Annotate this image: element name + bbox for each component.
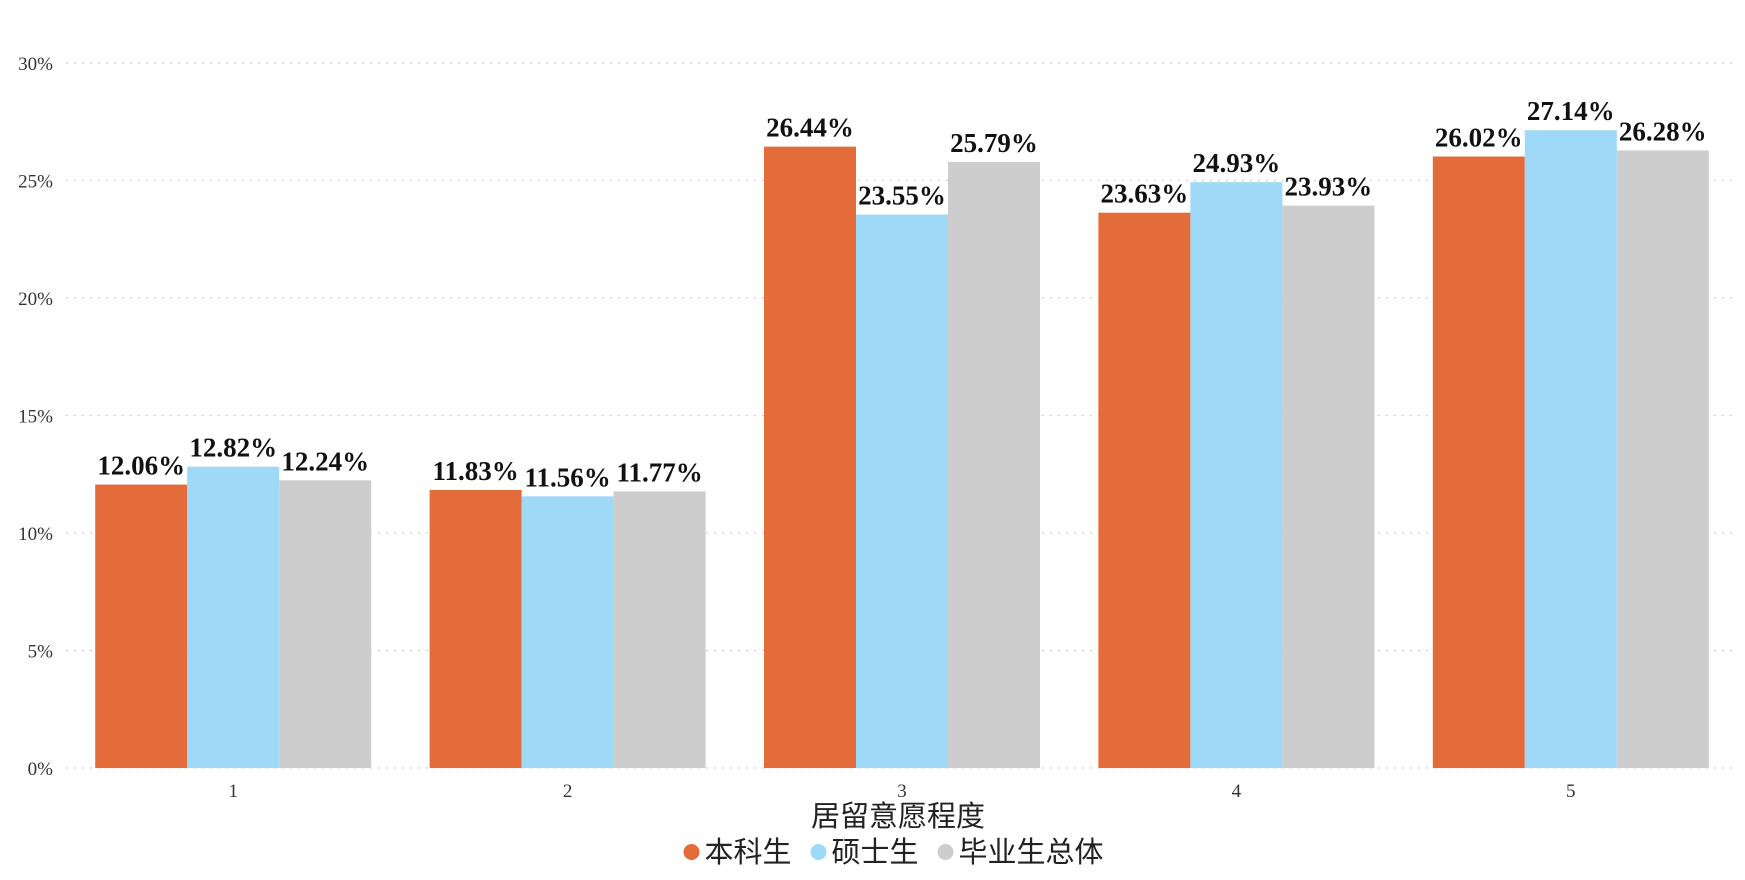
data-label: 23.63% [1101, 179, 1189, 209]
data-label: 12.82% [189, 433, 277, 463]
bar [95, 484, 188, 768]
bar [1616, 150, 1709, 769]
data-label: 11.83% [432, 456, 518, 486]
legend-marker [937, 844, 954, 860]
y-tick-label: 15% [18, 407, 53, 428]
data-label: 23.55% [858, 181, 946, 211]
bars [95, 130, 1709, 769]
bar [1098, 212, 1191, 768]
data-label: 26.44% [766, 113, 854, 143]
data-label: 12.06% [97, 451, 185, 481]
legend-marker [810, 844, 827, 860]
bar [948, 161, 1040, 768]
data-label: 23.93% [1285, 172, 1373, 202]
data-label: 11.77% [616, 457, 702, 487]
x-tick-label: 4 [1232, 781, 1242, 802]
bar [856, 214, 948, 768]
legend-label: 本科生 [705, 835, 792, 869]
x-axis-ticks: 1 2 3 4 5 [228, 781, 1575, 802]
bar [1282, 205, 1375, 768]
bar [613, 491, 706, 768]
x-tick-label: 5 [1566, 781, 1576, 802]
data-label: 27.14% [1527, 96, 1615, 126]
x-axis-title: 居留意愿程度 [811, 799, 985, 833]
y-tick-label: 20% [18, 289, 53, 310]
x-tick-label: 2 [563, 781, 573, 802]
legend-label: 毕业生总体 [959, 835, 1104, 869]
bar [429, 489, 522, 768]
data-labels: 12.06%12.82% 12.24% 11.83% 11.56% 11.77% 26.4… [97, 96, 1706, 492]
legend: 本科生 硕士生 毕业生总体 [683, 835, 1104, 869]
bar [521, 496, 614, 768]
bar [1190, 182, 1283, 768]
y-tick-label: 0% [28, 759, 54, 780]
y-tick-label: 5% [28, 642, 54, 663]
bar [187, 466, 280, 768]
y-tick-label: 30% [18, 54, 53, 75]
y-axis-ticks: 0% 5% 10% 15% 20% 25% 30% [18, 54, 53, 780]
x-tick-label: 3 [897, 781, 907, 802]
data-label: 25.79% [950, 128, 1038, 158]
data-label: 24.93% [1193, 148, 1281, 178]
data-label: 26.28% [1619, 116, 1707, 146]
y-tick-label: 10% [18, 524, 53, 545]
y-tick-label: 25% [18, 172, 53, 193]
bar [1432, 156, 1525, 768]
x-tick-label: 1 [228, 781, 238, 802]
bar [764, 146, 856, 768]
data-label: 11.56% [524, 462, 610, 492]
bar [1524, 130, 1617, 768]
legend-marker [683, 844, 700, 860]
data-label: 26.02% [1435, 123, 1523, 153]
data-label: 12.24% [281, 446, 369, 476]
bar [279, 480, 372, 768]
legend-label: 硕士生 [832, 835, 919, 869]
